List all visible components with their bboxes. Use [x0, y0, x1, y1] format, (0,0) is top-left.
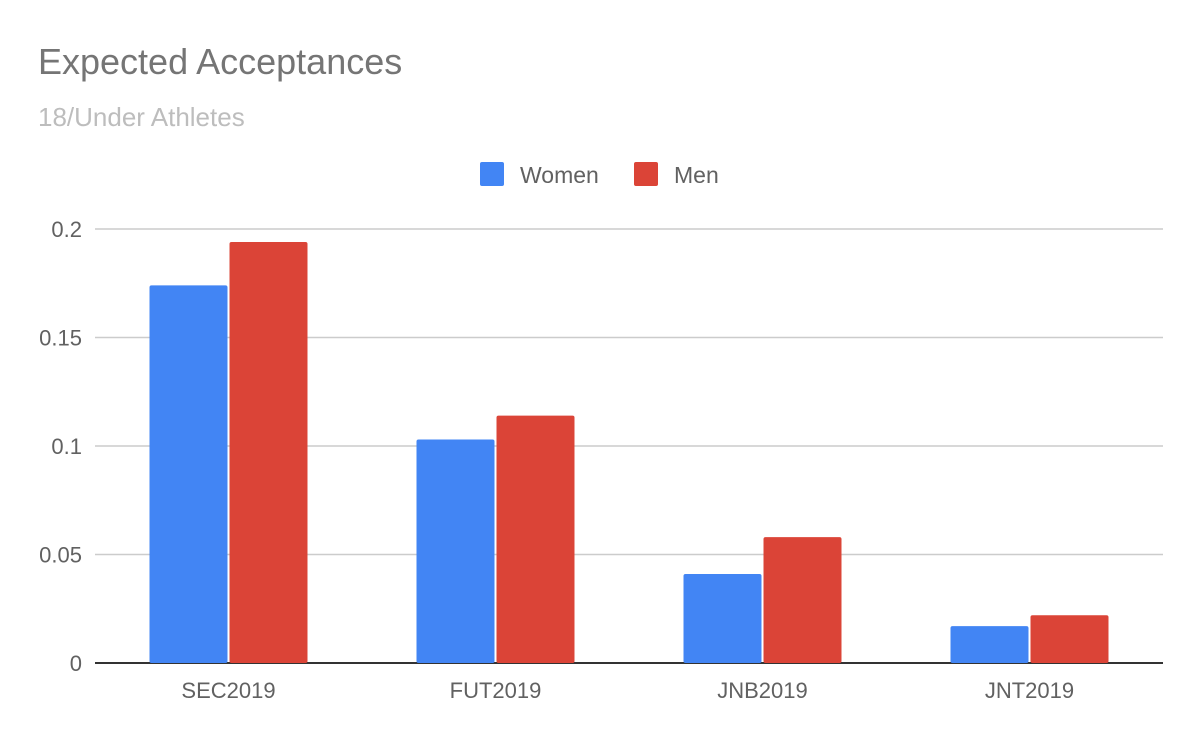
chart-title: Expected Acceptances — [38, 41, 402, 82]
bar-men-fut2019 — [496, 415, 575, 663]
bar-women-sec2019 — [149, 285, 228, 663]
bar-men-jnt2019 — [1030, 615, 1109, 663]
x-category-label: FUT2019 — [450, 678, 542, 703]
legend-swatch-men — [634, 162, 658, 186]
x-axis-categories: SEC2019 FUT2019 JNB2019 JNT2019 — [181, 678, 1074, 703]
x-category-label: JNT2019 — [985, 678, 1074, 703]
legend: Women Men — [480, 162, 719, 188]
y-tick-label: 0.05 — [39, 543, 82, 568]
bar-women-fut2019 — [416, 439, 495, 663]
chart-subtitle: 18/Under Athletes — [38, 102, 245, 132]
x-category-label: JNB2019 — [717, 678, 808, 703]
bars — [149, 242, 1109, 663]
y-axis-ticks: 0 0.05 0.1 0.15 0.2 — [39, 217, 82, 676]
legend-label-men: Men — [674, 162, 719, 188]
x-category-label: SEC2019 — [181, 678, 275, 703]
bar-men-sec2019 — [229, 242, 308, 663]
legend-swatch-women — [480, 162, 504, 186]
y-tick-label: 0.15 — [39, 326, 82, 351]
bar-women-jnb2019 — [683, 574, 762, 663]
y-tick-label: 0.1 — [51, 434, 82, 459]
bar-men-jnb2019 — [763, 537, 842, 663]
y-tick-label: 0.2 — [51, 217, 82, 242]
y-tick-label: 0 — [70, 651, 82, 676]
legend-label-women: Women — [520, 162, 599, 188]
bar-women-jnt2019 — [950, 626, 1029, 663]
